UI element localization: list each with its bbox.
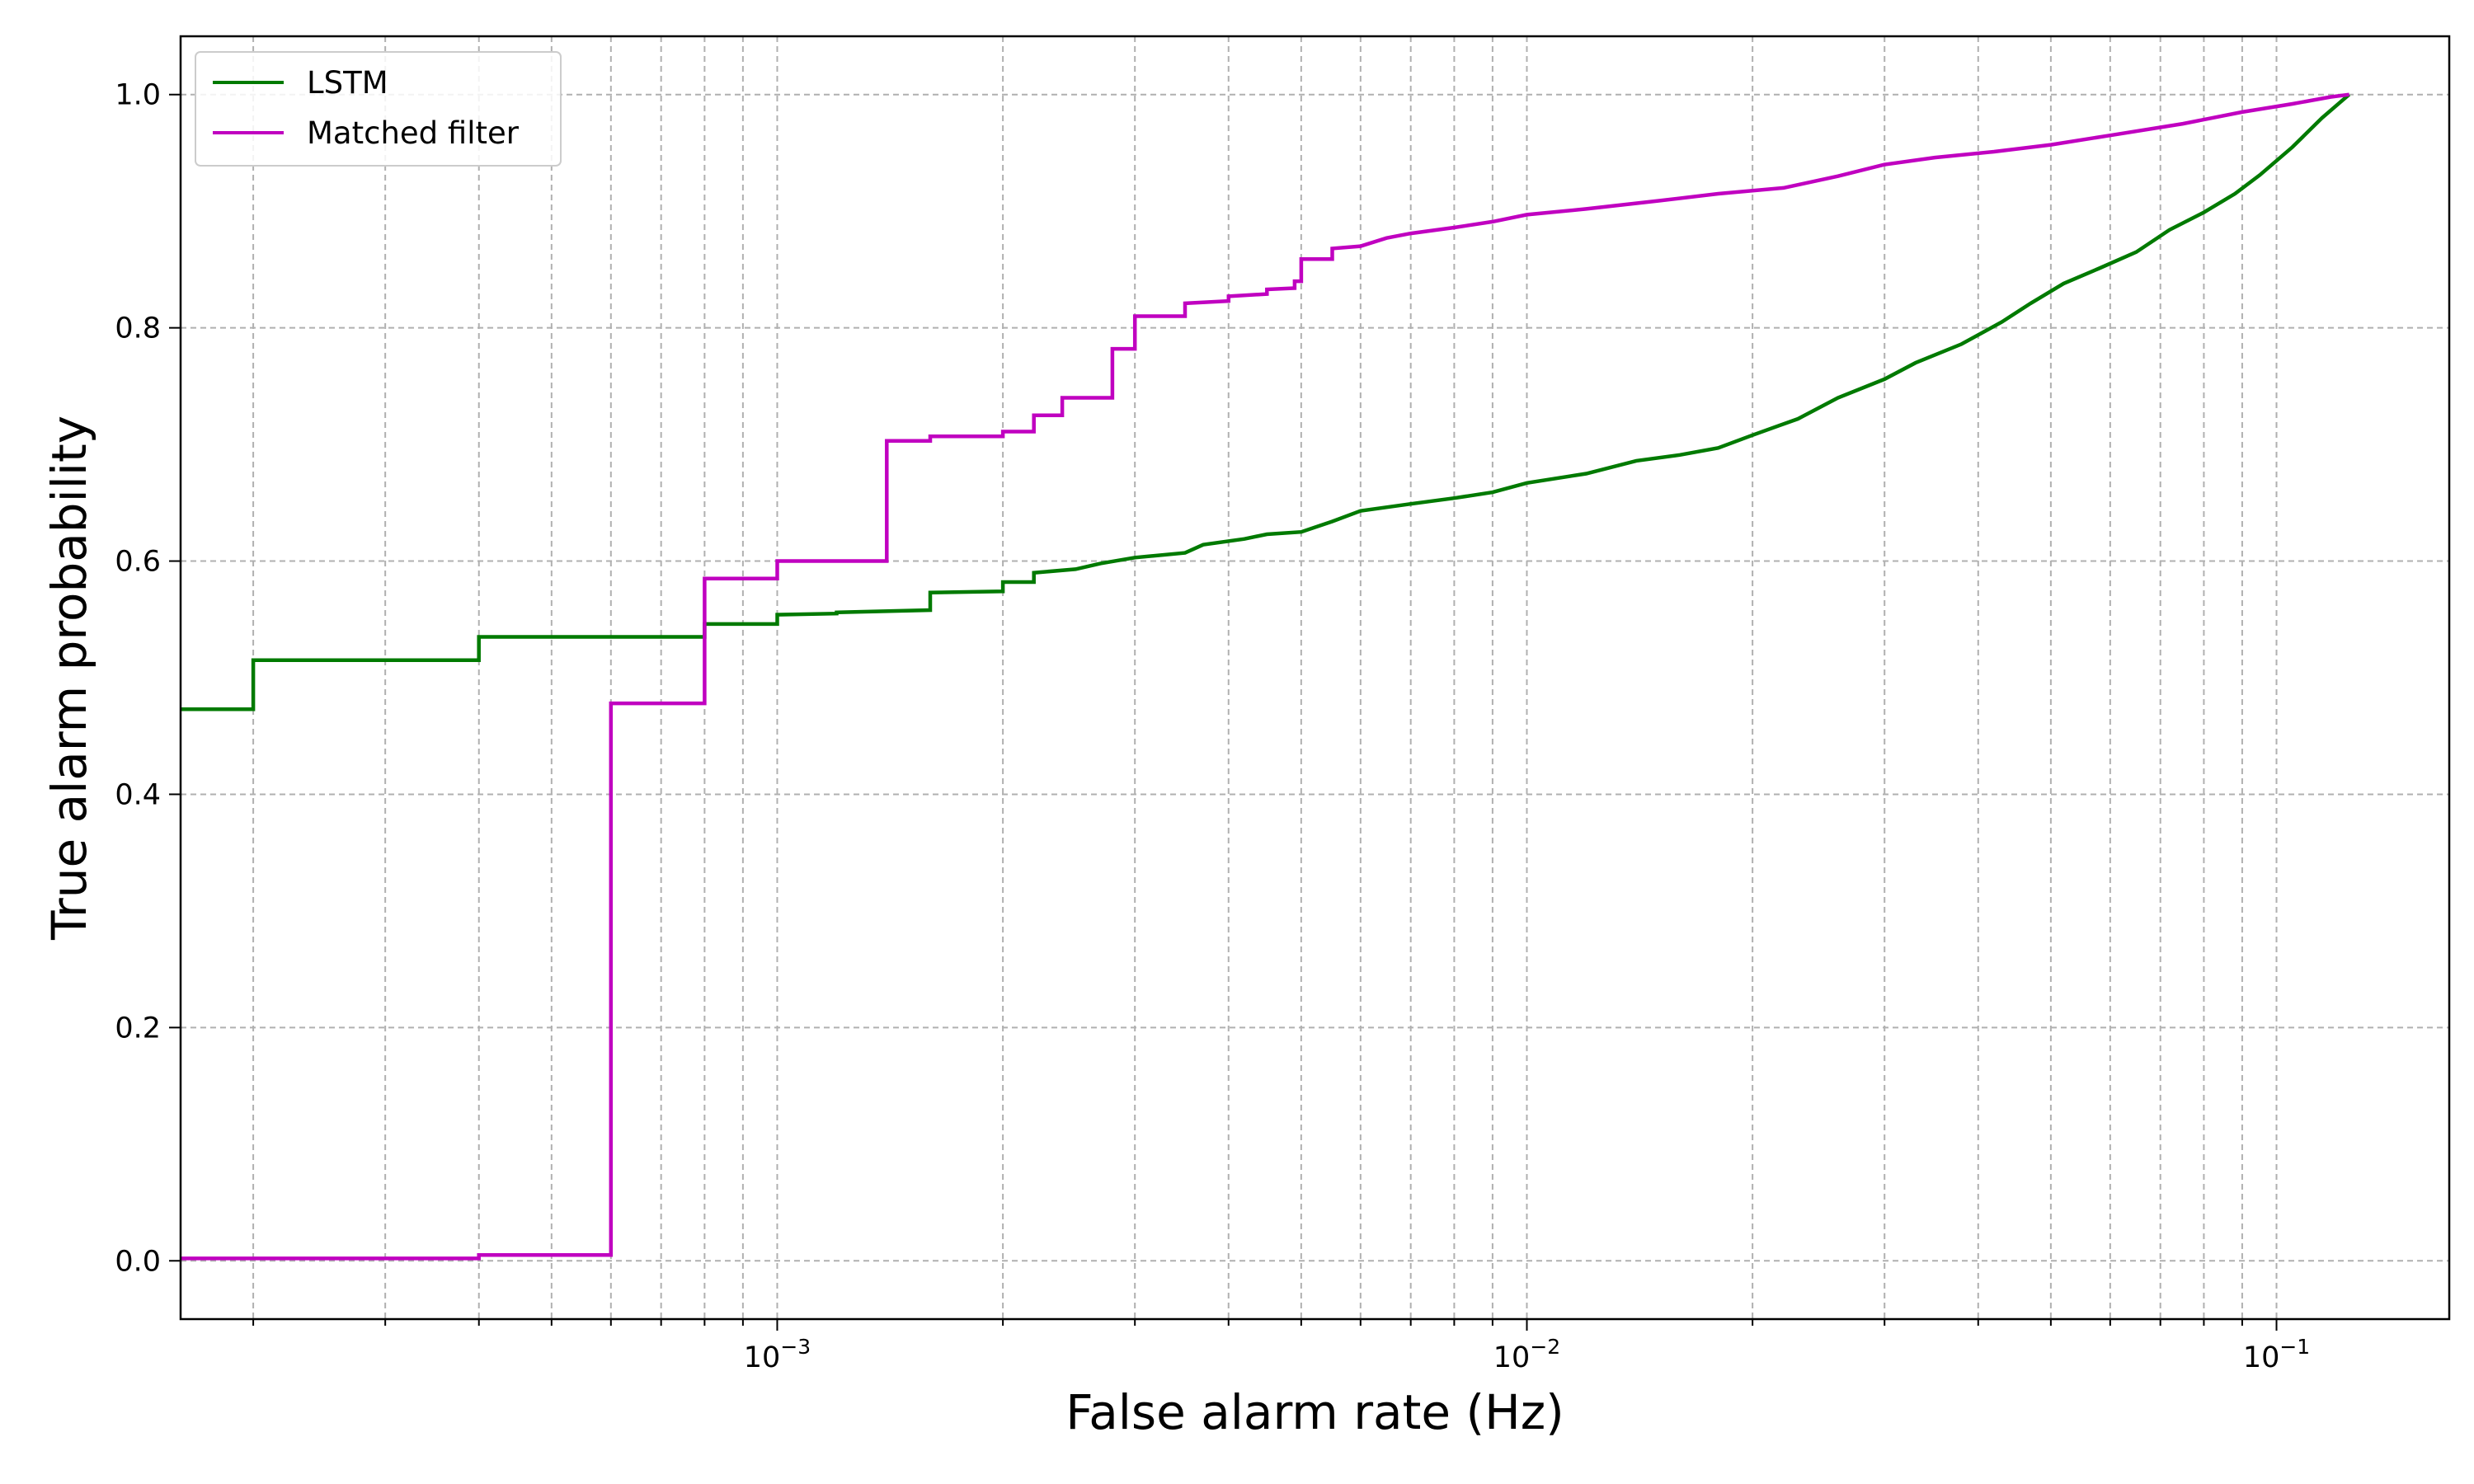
x-tick-label: 10−1 — [2243, 1335, 2310, 1374]
x-axis-label: False alarm rate (Hz) — [1065, 1384, 1564, 1440]
y-tick-label: 0.6 — [115, 546, 161, 579]
y-tick-label: 0.0 — [115, 1245, 161, 1278]
legend: LSTM Matched filter — [195, 51, 562, 167]
y-tick-label: 1.0 — [115, 79, 161, 112]
y-tick-label: 0.4 — [115, 778, 161, 811]
y-tick-label: 0.8 — [115, 312, 161, 345]
x-tick-label: 10−2 — [1493, 1335, 1560, 1374]
axis-ticks: 10−3 10−2 10−1 0.0 0.2 0.4 0.6 0.8 1.0 — [115, 79, 2310, 1374]
legend-label-matched-filter: Matched filter — [307, 115, 520, 151]
legend-label-lstm: LSTM — [307, 65, 388, 101]
y-tick-label: 0.2 — [115, 1012, 161, 1045]
series-layer — [181, 92, 2351, 1261]
series-line-matched-filter — [181, 92, 2349, 1261]
plot-area-frame — [179, 35, 2451, 1321]
legend-box — [195, 51, 562, 167]
x-tick-label: 10−3 — [744, 1335, 811, 1374]
y-axis-label: True alarm probability — [41, 416, 97, 941]
series-line-lstm — [181, 92, 2351, 711]
